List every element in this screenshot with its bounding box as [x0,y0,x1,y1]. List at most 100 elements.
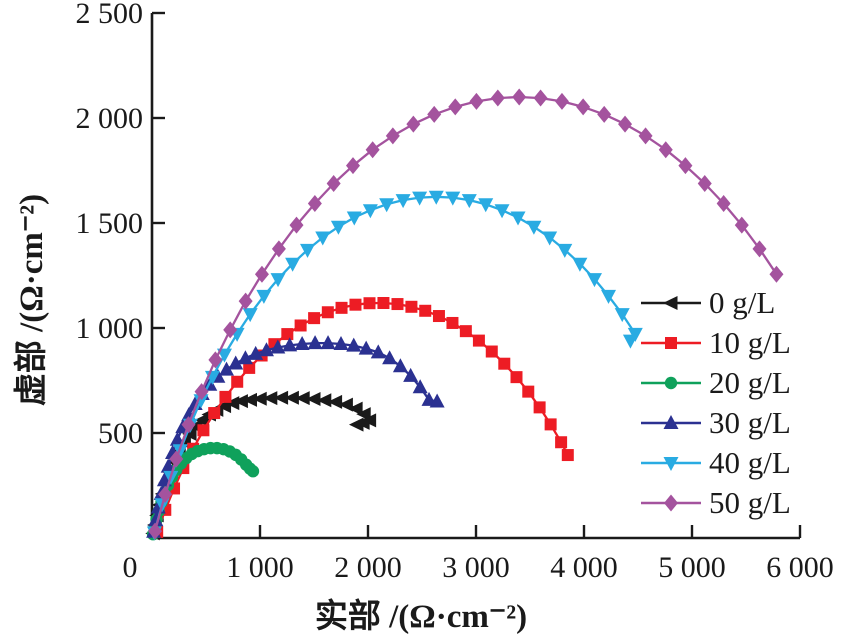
data-point-marker [348,401,363,416]
legend-marker-0gL [641,296,701,310]
origin-tick-label: 0 [123,551,138,584]
x-tick-label: 5 000 [658,551,726,584]
data-point-marker [158,485,173,503]
data-point-marker [403,367,419,382]
legend-marker-40gL [641,457,701,471]
data-point-marker [219,390,232,403]
data-point-marker [194,383,209,401]
data-point-marker [678,157,693,175]
data-point-marker [284,390,299,405]
data-point-marker [363,297,376,310]
data-point-marker [622,334,638,349]
data-point-marker [246,465,260,478]
data-point-marker [379,198,395,213]
data-point-marker [294,335,310,350]
data-point-marker [172,444,188,459]
data-point-marker [526,220,542,235]
data-point-marker [522,385,535,398]
data-point-marker [512,88,527,106]
data-point-marker [478,198,494,213]
data-point-marker [282,337,298,352]
data-point-marker [658,141,673,159]
data-point-marker [348,417,364,432]
data-point-marker [485,345,498,358]
series-50gL [148,88,784,540]
data-point-marker [238,292,253,310]
data-point-marker [224,396,240,411]
legend-label-0gL: 0 g/L [709,285,776,320]
series-30gL [146,335,445,538]
data-point-marker [597,105,612,123]
data-point-marker [427,105,442,123]
data-point-marker [270,273,286,288]
x-tick-label: 1 000 [226,551,294,584]
legend-marker-glyph [664,494,678,512]
data-point-marker [193,394,209,409]
data-point-marker [419,304,432,317]
data-point-marker [576,98,591,116]
series-40gL [146,190,643,541]
data-point-marker [769,265,784,283]
data-point-marker [248,345,264,360]
data-point-marker [307,335,323,350]
legend-item-0gL: 0 g/L [640,283,840,323]
data-point-marker [498,357,511,370]
data-point-marker [320,335,336,350]
legend-label-10gL: 10 g/L [709,325,791,360]
data-point-marker [345,157,360,175]
legend-label-50gL: 50 g/L [709,485,791,520]
data-point-marker [242,392,257,407]
data-point-marker [194,412,210,427]
data-point-marker [510,371,523,384]
legend: 0 g/L 10 g/L 20 g/L 30 g/L 40 g/L 50 g/L [640,283,840,523]
data-point-marker [572,257,588,272]
data-point-marker [333,335,349,350]
data-point-marker [148,522,163,540]
data-point-marker [258,342,274,357]
data-point-marker [316,393,332,408]
legend-item-20gL: 20 g/L [640,363,840,403]
legend-marker-glyph [665,337,677,349]
y-tick-label: 1 000 [76,312,144,345]
legend-marker-glyph [663,415,679,429]
data-point-marker [308,312,321,325]
data-point-marker [182,426,197,441]
legend-marker-10gL [641,337,701,349]
data-point-marker [370,344,386,359]
x-tick-label: 4 000 [550,551,618,584]
data-point-marker [614,308,630,323]
data-point-marker [472,334,485,347]
data-point-marker [271,240,286,258]
data-point-marker [533,89,548,107]
data-point-marker [490,89,505,107]
data-point-marker [412,191,428,206]
data-point-marker [432,310,445,323]
data-point-marker [256,289,272,304]
data-point-marker [392,358,408,373]
data-point-marker [262,391,278,406]
data-point-marker [554,92,569,110]
data-point-marker [446,316,459,329]
x-tick-label: 2 000 [334,551,402,584]
legend-item-40gL: 40 g/L [640,443,840,483]
data-point-marker [326,175,341,193]
data-point-marker [270,339,286,354]
data-point-marker [294,319,307,332]
data-point-marker [716,194,731,212]
legend-marker-glyph [664,376,678,390]
legend-label-30gL: 30 g/L [709,405,791,440]
data-point-marker [561,449,574,462]
legend-label-40gL: 40 g/L [709,445,791,480]
data-point-marker [254,265,269,283]
data-point-marker [300,243,316,258]
data-point-marker [382,350,398,365]
data-point-marker [459,325,472,338]
data-point-marker [601,289,617,304]
data-point-marker [429,393,445,408]
data-point-marker [228,355,244,370]
data-point-marker [391,298,404,311]
legend-marker-20gL [641,376,701,390]
data-point-marker [335,301,348,314]
data-point-marker [237,350,253,365]
